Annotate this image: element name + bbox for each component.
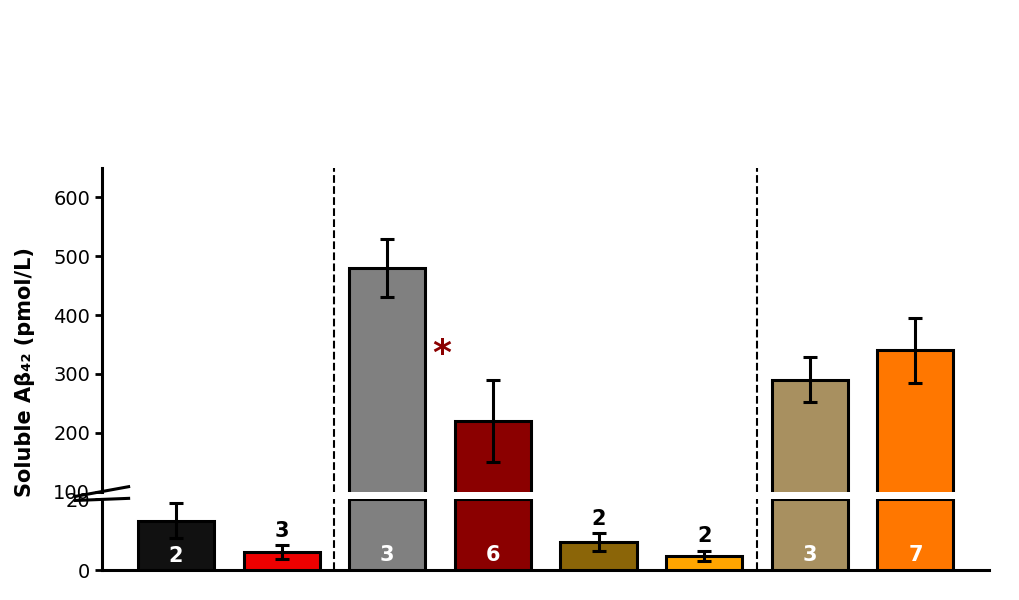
Bar — [348, 268, 425, 550]
Bar — [876, 350, 953, 550]
Bar — [771, 499, 847, 570]
Bar — [244, 553, 319, 570]
Bar — [665, 556, 742, 570]
Text: 3: 3 — [380, 545, 394, 565]
Text: 2: 2 — [696, 526, 710, 547]
Text: 3: 3 — [274, 521, 288, 541]
Text: 6: 6 — [485, 545, 499, 565]
Bar — [138, 521, 214, 570]
Text: 2: 2 — [168, 547, 183, 566]
Bar — [454, 421, 531, 550]
Text: 7: 7 — [907, 545, 922, 565]
Bar — [876, 499, 953, 570]
Bar — [560, 542, 636, 570]
Text: 2: 2 — [591, 509, 605, 529]
Text: *: * — [432, 337, 451, 371]
Text: Soluble Aβ₄₂ (pmol/L): Soluble Aβ₄₂ (pmol/L) — [15, 247, 36, 497]
Bar — [348, 499, 425, 570]
Bar — [771, 380, 847, 550]
Text: 3: 3 — [802, 545, 816, 565]
Bar — [454, 499, 531, 570]
